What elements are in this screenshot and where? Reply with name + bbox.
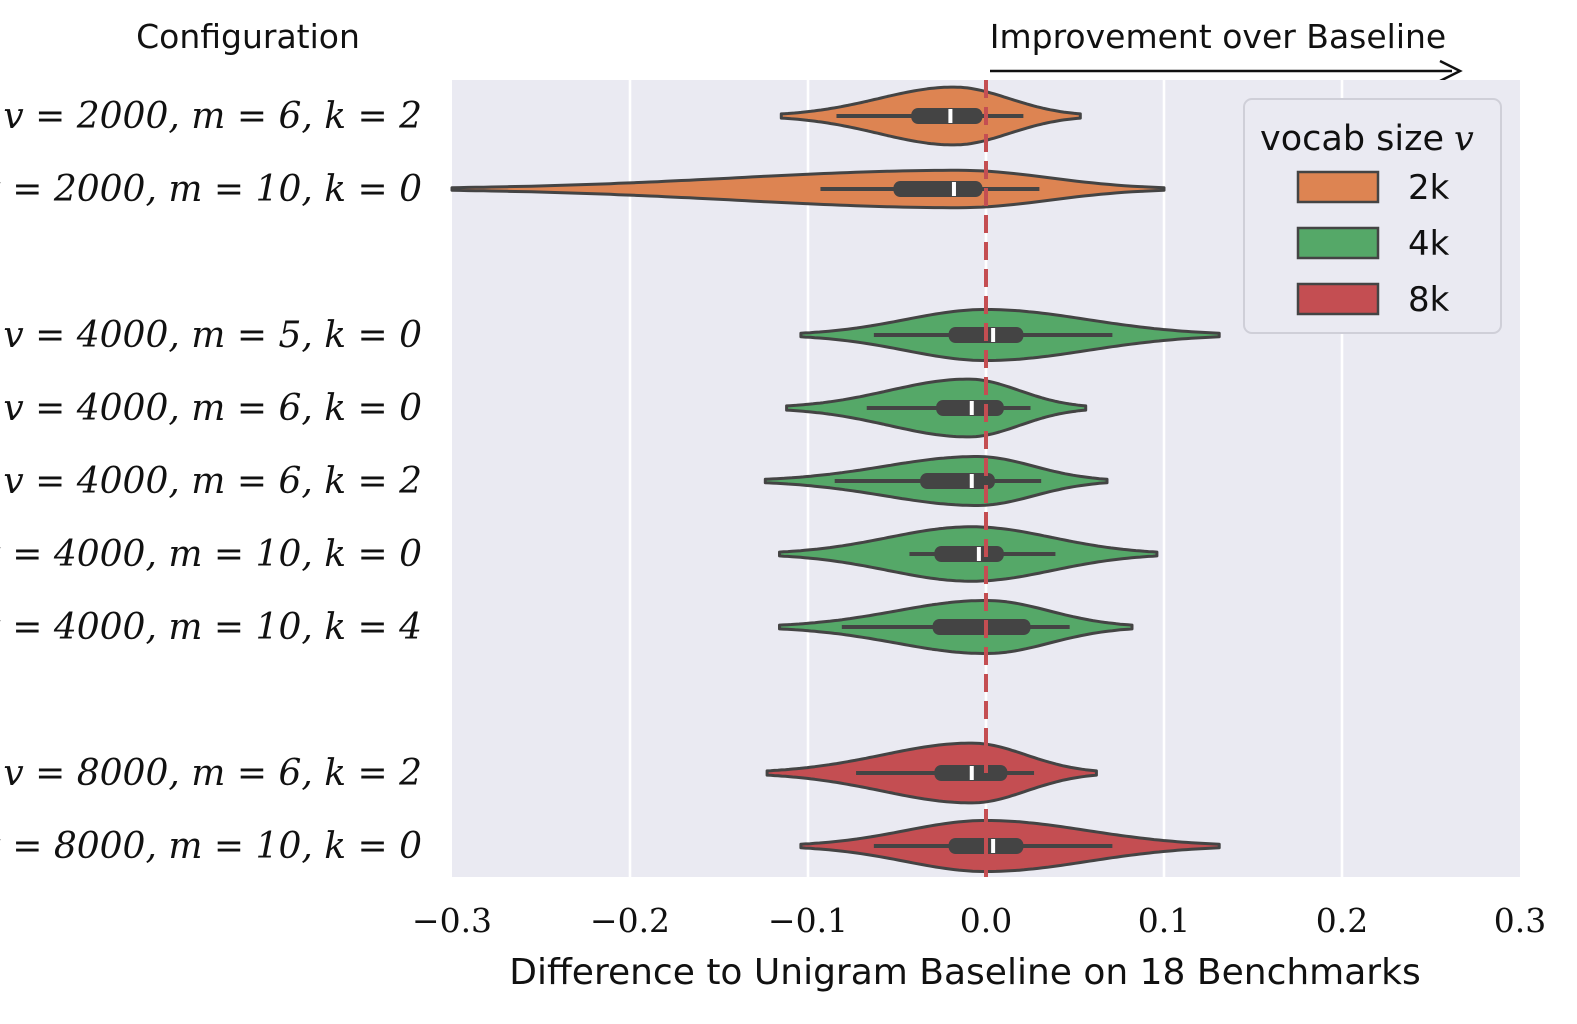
legend: vocab size v 2k 4k 8k bbox=[1243, 98, 1502, 334]
legend-title: vocab size v bbox=[1260, 119, 1474, 159]
row-labels: v = 2000, m = 6, k = 2 v = 2000, m = 10, … bbox=[0, 96, 422, 867]
legend-title-symbol: v bbox=[1454, 119, 1474, 159]
improvement-arrow-head bbox=[1439, 59, 1463, 83]
violin-iqr-box bbox=[911, 108, 983, 124]
row-label: v = 4000, m = 5, k = 0 bbox=[3, 315, 422, 356]
legend-swatch-4k bbox=[1296, 226, 1380, 260]
row-label: v = 2000, m = 6, k = 2 bbox=[3, 96, 422, 137]
legend-swatch-8k bbox=[1296, 282, 1380, 316]
x-tick-label: −0.3 bbox=[412, 901, 492, 940]
row-label: v = 8000, m = 10, k = 0 bbox=[0, 826, 422, 867]
row-label: v = 8000, m = 6, k = 2 bbox=[3, 753, 422, 794]
x-tick-label: −0.2 bbox=[590, 901, 670, 940]
violin-median bbox=[991, 328, 996, 342]
configuration-header: Configuration bbox=[136, 17, 360, 56]
violin-median bbox=[969, 474, 974, 488]
row-label: v = 4000, m = 10, k = 0 bbox=[0, 534, 422, 575]
x-axis-label: Difference to Unigram Baseline on 18 Ben… bbox=[509, 952, 1420, 993]
violin-median bbox=[951, 182, 956, 196]
x-tick-labels: −0.3 −0.2 −0.1 0.0 0.1 0.2 0.3 bbox=[412, 901, 1546, 940]
legend-label-4k: 4k bbox=[1408, 224, 1450, 264]
violin-iqr-box bbox=[932, 619, 1031, 635]
x-tick-label: 0.1 bbox=[1138, 901, 1190, 940]
violin-median bbox=[948, 109, 953, 123]
improvement-annotation: Improvement over Baseline bbox=[990, 17, 1446, 56]
row-label: v = 4000, m = 10, k = 4 bbox=[0, 607, 422, 648]
legend-label-2k: 2k bbox=[1408, 168, 1450, 208]
violin-iqr-box bbox=[893, 181, 983, 197]
row-label: v = 4000, m = 6, k = 0 bbox=[3, 388, 422, 429]
legend-box bbox=[1243, 98, 1502, 334]
x-tick-label: 0.3 bbox=[1494, 901, 1546, 940]
legend-title-text: vocab size bbox=[1260, 119, 1444, 159]
legend-label-8k: 8k bbox=[1408, 280, 1450, 320]
violins bbox=[450, 85, 1221, 873]
row-label: v = 2000, m = 10, k = 0 bbox=[0, 169, 422, 210]
x-tick-label: 0.0 bbox=[960, 901, 1012, 940]
legend-entries: 2k 4k 8k bbox=[1296, 168, 1450, 320]
legend-swatch-2k bbox=[1296, 170, 1380, 204]
violin-median bbox=[969, 766, 974, 780]
violin-median bbox=[976, 547, 981, 561]
violin-iqr-box bbox=[920, 473, 995, 489]
violin-iqr-box bbox=[934, 546, 1004, 562]
violin-median bbox=[991, 839, 996, 853]
violin-median bbox=[969, 401, 974, 415]
x-tick-label: −0.1 bbox=[768, 901, 848, 940]
row-label: v = 4000, m = 6, k = 2 bbox=[3, 461, 422, 502]
x-tick-label: 0.2 bbox=[1316, 901, 1368, 940]
